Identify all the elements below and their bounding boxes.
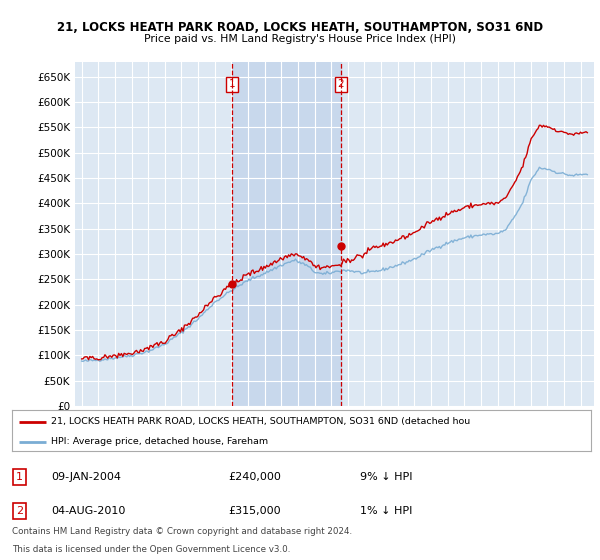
Text: 9% ↓ HPI: 9% ↓ HPI <box>360 472 413 482</box>
Text: £315,000: £315,000 <box>228 506 281 516</box>
Text: Contains HM Land Registry data © Crown copyright and database right 2024.: Contains HM Land Registry data © Crown c… <box>12 528 352 536</box>
Text: 21, LOCKS HEATH PARK ROAD, LOCKS HEATH, SOUTHAMPTON, SO31 6ND (detached hou: 21, LOCKS HEATH PARK ROAD, LOCKS HEATH, … <box>52 417 470 426</box>
Text: 04-AUG-2010: 04-AUG-2010 <box>51 506 125 516</box>
Text: 2: 2 <box>16 506 23 516</box>
Text: 1: 1 <box>16 472 23 482</box>
Text: 1% ↓ HPI: 1% ↓ HPI <box>360 506 412 516</box>
Text: 1: 1 <box>229 80 235 90</box>
Text: 2: 2 <box>338 80 344 90</box>
Text: Price paid vs. HM Land Registry's House Price Index (HPI): Price paid vs. HM Land Registry's House … <box>144 34 456 44</box>
Text: £240,000: £240,000 <box>228 472 281 482</box>
Text: 09-JAN-2004: 09-JAN-2004 <box>51 472 121 482</box>
Text: 21, LOCKS HEATH PARK ROAD, LOCKS HEATH, SOUTHAMPTON, SO31 6ND: 21, LOCKS HEATH PARK ROAD, LOCKS HEATH, … <box>57 21 543 34</box>
Text: This data is licensed under the Open Government Licence v3.0.: This data is licensed under the Open Gov… <box>12 545 290 554</box>
Bar <box>232 62 341 406</box>
Text: HPI: Average price, detached house, Fareham: HPI: Average price, detached house, Fare… <box>52 437 268 446</box>
